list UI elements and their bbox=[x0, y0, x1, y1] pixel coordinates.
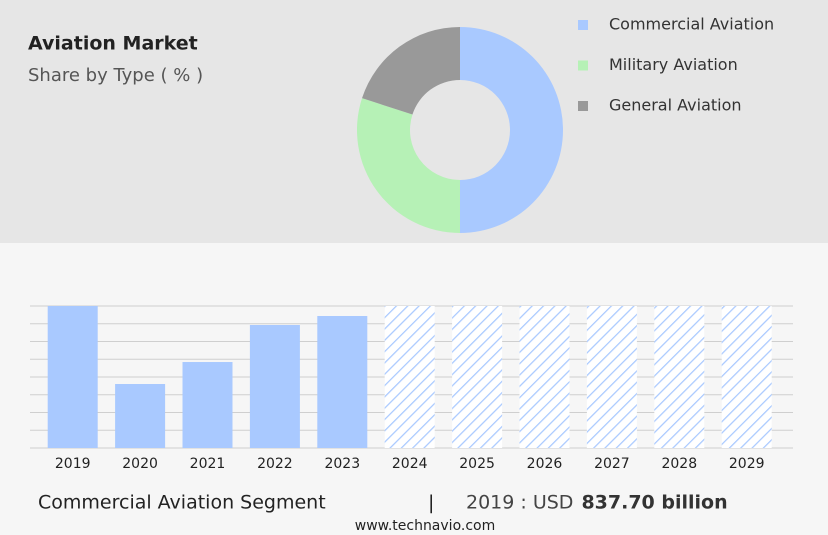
x-tick-label: 2022 bbox=[257, 456, 293, 472]
legend-swatch bbox=[578, 20, 588, 30]
forecast-placeholder bbox=[452, 306, 503, 448]
x-tick-label: 2023 bbox=[324, 456, 360, 472]
x-tick-label: 2025 bbox=[459, 456, 495, 472]
x-tick-label: 2021 bbox=[190, 456, 226, 472]
bar bbox=[182, 362, 233, 448]
legend-label: Commercial Aviation bbox=[609, 15, 774, 34]
x-tick-label: 2029 bbox=[729, 456, 765, 472]
chart-subtitle: Share by Type ( % ) bbox=[28, 65, 203, 86]
x-tick-label: 2019 bbox=[55, 456, 91, 472]
bar bbox=[115, 383, 166, 448]
forecast-placeholder bbox=[384, 306, 435, 448]
forecast-placeholder bbox=[519, 306, 570, 448]
bar bbox=[317, 316, 368, 448]
forecast-placeholder bbox=[654, 306, 705, 448]
forecast-placeholder bbox=[586, 306, 637, 448]
legend-label: Military Aviation bbox=[609, 55, 738, 74]
bar bbox=[249, 325, 300, 448]
footer-value: 837.70 billion bbox=[581, 492, 727, 514]
chart-title: Aviation Market bbox=[28, 33, 198, 55]
x-tick-label: 2027 bbox=[594, 456, 630, 472]
bar bbox=[47, 306, 98, 448]
x-tick-label: 2028 bbox=[661, 456, 697, 472]
legend-label: General Aviation bbox=[609, 96, 742, 115]
donut-slice bbox=[357, 98, 460, 233]
footer-year: 2019 : USD bbox=[466, 492, 573, 514]
x-tick-label: 2024 bbox=[392, 456, 428, 472]
source: www.technavio.com bbox=[355, 518, 496, 534]
footer-segment: Commercial Aviation Segment bbox=[38, 492, 326, 514]
x-tick-label: 2020 bbox=[122, 456, 158, 472]
x-tick-label: 2026 bbox=[527, 456, 563, 472]
donut-slice bbox=[362, 27, 460, 115]
legend-swatch bbox=[578, 101, 588, 111]
footer-separator: | bbox=[428, 492, 434, 514]
forecast-placeholder bbox=[721, 306, 772, 448]
donut-slice bbox=[460, 27, 563, 233]
legend-swatch bbox=[578, 60, 588, 71]
